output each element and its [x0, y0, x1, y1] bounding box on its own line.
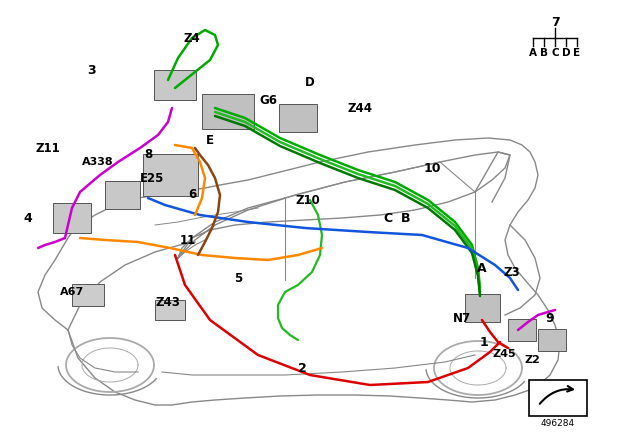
Text: A: A	[529, 48, 537, 58]
Text: A338: A338	[82, 157, 114, 167]
Text: Z43: Z43	[156, 296, 180, 309]
Text: Z10: Z10	[296, 194, 321, 207]
Text: G6: G6	[259, 94, 277, 107]
Text: 10: 10	[423, 161, 441, 175]
Text: 3: 3	[88, 64, 96, 77]
Text: D: D	[562, 48, 570, 58]
Text: Z11: Z11	[36, 142, 60, 155]
Text: A: A	[477, 262, 487, 275]
Bar	[508, 319, 536, 341]
Bar	[104, 181, 140, 209]
Bar	[465, 294, 499, 322]
Bar	[279, 104, 317, 132]
Text: Z2: Z2	[524, 355, 540, 365]
Text: 7: 7	[550, 16, 559, 29]
Text: Z3: Z3	[504, 266, 520, 279]
Text: D: D	[305, 76, 315, 89]
Bar	[143, 154, 198, 196]
Text: N7: N7	[453, 311, 471, 324]
Text: 8: 8	[144, 148, 152, 161]
Text: 1: 1	[479, 336, 488, 349]
Bar	[154, 70, 196, 100]
Text: E25: E25	[140, 172, 164, 185]
Text: 496284: 496284	[541, 418, 575, 427]
Text: B: B	[540, 48, 548, 58]
Text: 4: 4	[24, 211, 33, 224]
Text: 2: 2	[298, 362, 307, 375]
Text: Z45: Z45	[492, 349, 516, 359]
Text: 6: 6	[188, 189, 196, 202]
Text: C: C	[383, 211, 392, 224]
Text: 11: 11	[180, 233, 196, 246]
Text: C: C	[551, 48, 559, 58]
Text: E: E	[573, 48, 580, 58]
Bar	[72, 284, 104, 306]
Text: B: B	[401, 211, 411, 224]
Text: Z44: Z44	[348, 102, 372, 115]
Text: 5: 5	[234, 271, 242, 284]
Text: E: E	[206, 134, 214, 146]
Bar	[538, 329, 566, 351]
Bar	[155, 300, 185, 320]
Bar	[529, 380, 587, 416]
Text: A67: A67	[60, 287, 84, 297]
Bar	[202, 95, 254, 129]
Bar	[53, 203, 91, 233]
Text: 9: 9	[546, 311, 554, 324]
Text: Z4: Z4	[184, 31, 200, 44]
